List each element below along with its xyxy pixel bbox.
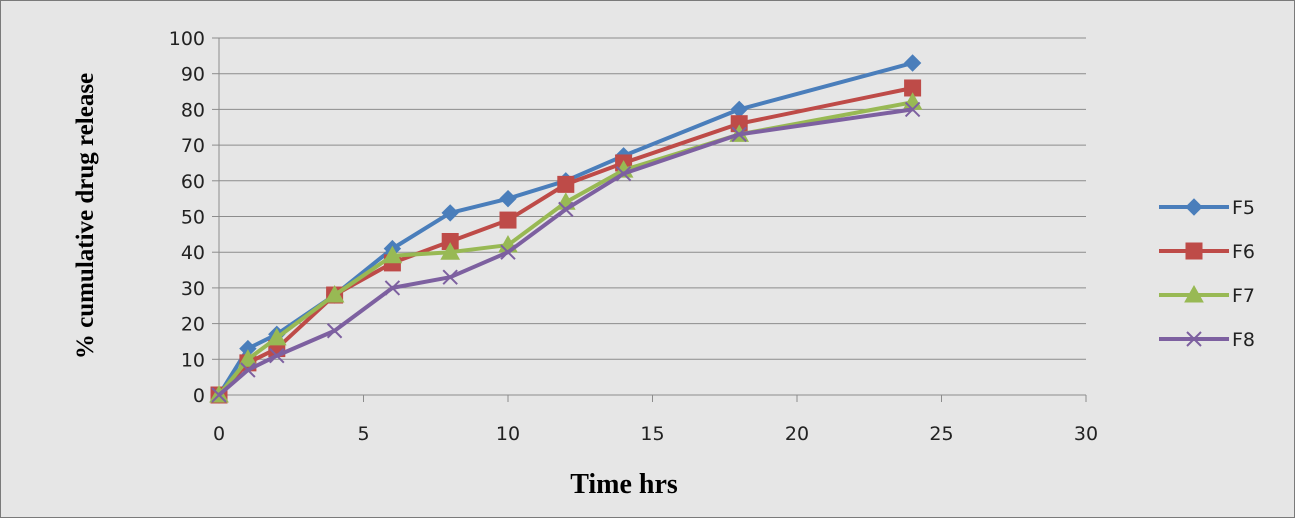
legend-item-f5: F5 <box>1159 197 1255 219</box>
y-tick-label: 40 <box>181 242 205 264</box>
axes <box>212 37 1087 402</box>
data-point <box>442 269 458 285</box>
series-f8 <box>211 101 921 403</box>
data-point <box>440 242 461 260</box>
data-point <box>266 327 287 346</box>
data-point <box>211 387 227 403</box>
y-tick-label: 100 <box>169 28 205 50</box>
data-point <box>238 349 258 367</box>
data-point <box>731 126 747 143</box>
x-tick-label: 10 <box>496 423 520 445</box>
data-point <box>382 245 403 264</box>
legend: F5 F6 F7 F8 <box>1159 197 1255 351</box>
data-point <box>557 175 575 193</box>
y-axis-title: % cumulative drug release <box>72 73 99 359</box>
data-point <box>326 323 343 339</box>
y-tick-label: 30 <box>181 278 205 300</box>
x-axis-title: Time hrs <box>570 469 678 500</box>
x-tick-labels: 0 5 10 15 20 25 30 <box>213 423 1098 445</box>
legend-label: F6 <box>1232 241 1255 263</box>
series-f7 <box>209 92 923 403</box>
x-tick-label: 25 <box>929 423 953 445</box>
data-point <box>558 201 574 218</box>
legend-label: F7 <box>1232 285 1255 307</box>
y-tick-label: 10 <box>181 349 205 371</box>
y-tick-labels: 0 10 20 30 40 50 60 70 80 90 100 <box>169 28 205 407</box>
gridlines <box>219 37 1086 360</box>
data-point <box>441 204 459 222</box>
y-tick-label: 80 <box>181 99 205 121</box>
data-point <box>384 280 401 296</box>
series-f6 <box>210 79 922 404</box>
data-point <box>269 348 285 364</box>
y-tick-label: 70 <box>181 135 205 157</box>
legend-marker <box>1185 242 1203 260</box>
data-point <box>730 100 748 119</box>
y-tick-label: 90 <box>181 64 205 86</box>
data-point <box>324 285 345 303</box>
y-tick-label: 60 <box>181 171 205 193</box>
legend-label: F8 <box>1232 329 1255 351</box>
series-line <box>217 86 914 397</box>
legend-item-f8: F8 <box>1159 329 1255 351</box>
data-point <box>500 244 516 260</box>
legend-label: F5 <box>1232 197 1255 219</box>
x-tick-label: 0 <box>213 423 225 445</box>
data-point <box>615 165 632 182</box>
legend-item-f7: F7 <box>1159 284 1255 307</box>
x-tick-label: 30 <box>1074 423 1098 445</box>
x-tick-label: 20 <box>785 423 809 445</box>
data-point <box>904 101 921 118</box>
series-line <box>217 61 914 397</box>
data-point <box>240 362 256 378</box>
legend-marker <box>1185 198 1203 216</box>
plot-series <box>209 54 923 404</box>
x-tick-label: 15 <box>640 423 664 445</box>
data-point <box>499 189 517 208</box>
x-tick-label: 5 <box>357 423 369 445</box>
y-tick-label: 50 <box>181 207 205 229</box>
y-tick-label: 20 <box>181 314 205 336</box>
y-tick-label: 0 <box>193 385 205 407</box>
legend-marker <box>1184 284 1204 303</box>
series-line <box>217 100 913 397</box>
data-point <box>499 211 517 229</box>
legend-marker <box>1186 331 1202 347</box>
legend-item-f6: F6 <box>1159 241 1255 263</box>
data-point <box>903 54 922 72</box>
